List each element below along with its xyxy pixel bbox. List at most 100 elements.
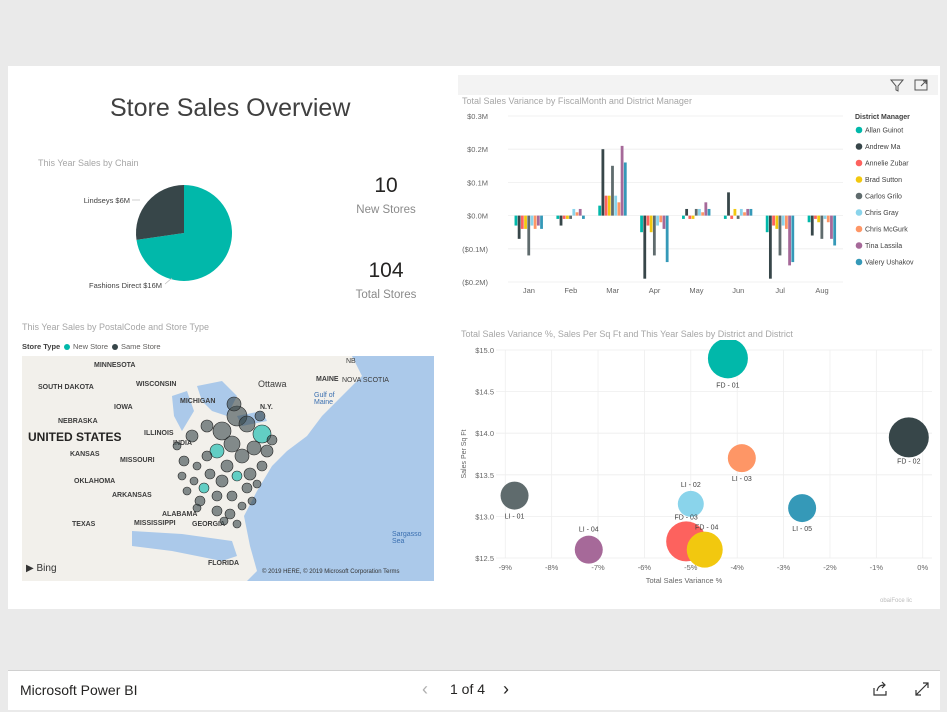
map-bubble [212, 421, 232, 441]
bar-tina-lassila-mar [620, 145, 624, 216]
bar-chris-gray-jan [530, 215, 534, 226]
fullscreen-icon[interactable] [914, 681, 930, 697]
map-bubble [200, 419, 214, 433]
map-bubble [204, 468, 216, 480]
bar-tina-lassila-jan [536, 215, 540, 226]
pie-slice-0 [136, 185, 184, 240]
bar-visual-header [458, 75, 938, 95]
filter-icon[interactable] [889, 78, 905, 92]
bar-valery-ushakov-mar [623, 162, 627, 216]
map-bubble [185, 429, 199, 443]
scatter-point-label: LI - 01 [505, 514, 525, 521]
bar-allan-guinot-aug [807, 215, 811, 223]
map-bubble [219, 516, 229, 526]
map-bubble [215, 474, 229, 488]
bar-chris-gray-jun [739, 208, 743, 216]
previous-page-icon[interactable]: ‹ [422, 679, 428, 699]
map-label-illinois: ILLINOIS [144, 430, 174, 437]
bar-brad-sutton-feb [566, 215, 569, 219]
scatter-point-fd-01 [707, 340, 748, 379]
scatter-ytick-label: $14.5 [475, 388, 494, 397]
map-bubble [226, 490, 238, 502]
map-label-missouri: MISSOURI [120, 457, 155, 464]
scatter-chart[interactable]: $15.0 $14.5 $14.0 $13.5 $13.0 $12.5 -9% -8% -7% -… [458, 340, 940, 590]
scatter-xtick-label: -6% [638, 563, 652, 572]
bar-tina-lassila-feb [578, 208, 582, 216]
bar-xtick-label: Jul [775, 286, 785, 295]
map-label-nebraska: NEBRASKA [58, 418, 98, 425]
share-icon[interactable] [872, 681, 890, 697]
bar-tina-lassila-jun [746, 208, 750, 216]
map-bubble [232, 519, 242, 529]
pie-chart[interactable]: Lindseys $6M Fashions Direct $16M [20, 170, 320, 300]
bar-legend-label: Tina Lassila [865, 243, 902, 250]
bar-valery-ushakov-jan [540, 215, 543, 229]
scatter-point-li-02 [677, 490, 704, 517]
map-label-maine: MAINE [316, 376, 339, 383]
bar-carlos-grilo-may [694, 208, 698, 216]
bar-chart[interactable]: $0.3M $0.2M $0.1M $0.0M ($0.1M) ($0.2M) Jan Feb… [458, 106, 940, 302]
map-bubbles [172, 396, 278, 529]
bar-annelie-zubar-jul [772, 215, 775, 226]
map-legend-same: Same Store [112, 342, 161, 351]
kpi-total-stores-value: 104 [368, 259, 404, 282]
map-visual[interactable]: MINNESOTA WISCONSIN SOUTH DAKOTA IOWA NE… [22, 356, 434, 581]
map-bubble [178, 455, 190, 467]
scatter-point-label: FD - 01 [716, 382, 739, 389]
bar-chris-mcgurk-aug [826, 215, 830, 223]
bar-valery-ushakov-jul [791, 215, 795, 263]
bar-legend-label: Annelie Zubar [865, 161, 909, 168]
map-label-iowa: IOWA [114, 404, 133, 411]
bar-tina-lassila-apr [662, 215, 666, 229]
bar-ytick-label: $0.0M [467, 212, 488, 221]
bar-valery-ushakov-aug [833, 215, 837, 246]
scatter-xtick-label: 0% [917, 563, 928, 572]
bar-brad-sutton-jun [733, 208, 737, 216]
map-label-nb: NB [346, 358, 356, 365]
map-label-mississippi: MISSISSIPPI [134, 520, 176, 527]
page-indicator: 1 of 4 [450, 681, 486, 697]
bar-ytick-label: $0.2M [467, 145, 488, 154]
bar-legend-dot [855, 192, 863, 200]
scatter-ytick-label: $13.0 [475, 512, 494, 521]
map-bubble [226, 396, 242, 412]
pie-data-label-0: Lindseys $6M [84, 196, 130, 205]
bar-allan-guinot-jun [723, 215, 727, 219]
map-label-alabama: ALABAMA [162, 511, 198, 518]
map-bubble [211, 505, 223, 517]
map-label-kansas: KANSAS [70, 451, 100, 458]
brand-label[interactable]: Microsoft Power BI [20, 682, 138, 698]
map-label-arkansas: ARKANSAS [112, 492, 152, 499]
bar-annelie-zubar-may [688, 215, 692, 219]
map-label-gulf-of-maine: Gulf of Maine [314, 392, 335, 406]
scatter-point-li-05 [788, 494, 817, 523]
next-page-icon[interactable]: › [503, 679, 509, 699]
bar-annelie-zubar-apr [646, 215, 650, 226]
bar-chris-mcgurk-jan [533, 215, 537, 229]
bar-brad-sutton-aug [817, 215, 821, 223]
map-bubble [224, 508, 236, 520]
map-label-ny: N.Y. [260, 404, 273, 411]
bar-annelie-zubar-feb [562, 215, 566, 219]
scatter-xtick-label: -9% [499, 563, 513, 572]
bar-allan-guinot-may [682, 215, 685, 219]
scatter-ytick-label: $13.5 [475, 471, 494, 480]
focus-mode-icon[interactable] [913, 78, 929, 92]
map-bubble [247, 496, 257, 506]
scatter-point-label: LI - 05 [792, 526, 812, 533]
bing-logo: ▶ Bing [26, 563, 57, 574]
bar-andrew-ma-jan [517, 215, 521, 239]
map-bubble [189, 476, 199, 486]
bar-legend-label: Valery Ushakov [865, 260, 914, 267]
map-bubble [192, 503, 202, 513]
scatter-xtick-label: -1% [870, 563, 884, 572]
bar-legend-title: District Manager [855, 114, 910, 121]
map-legend-title: Store Type [22, 342, 61, 351]
map-bubble [231, 470, 243, 482]
bar-legend-dot [855, 209, 863, 216]
bar-brad-sutton-apr [649, 215, 653, 233]
scatter-xtick-label: -2% [823, 563, 837, 572]
bar-legend-label: Allan Guinot [865, 128, 903, 135]
bar-legend-dot [855, 225, 863, 233]
bar-allan-guinot-mar [598, 205, 602, 216]
